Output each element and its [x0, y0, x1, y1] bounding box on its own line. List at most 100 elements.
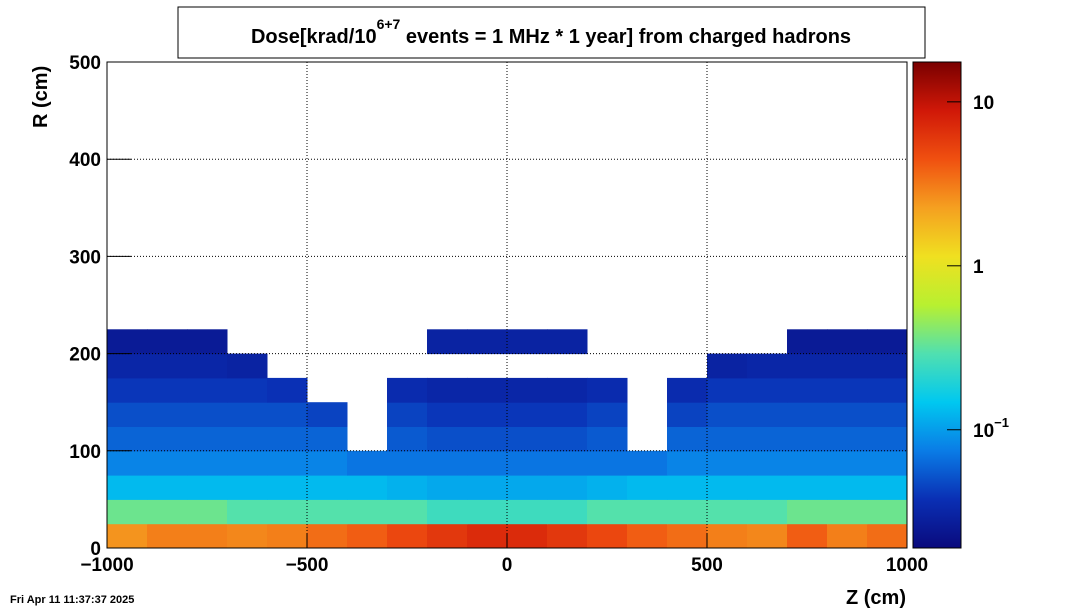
heat-cell — [827, 499, 868, 525]
heat-cell — [867, 377, 908, 403]
heat-cell — [267, 402, 308, 427]
heat-cell — [507, 426, 548, 452]
heat-cell — [107, 523, 148, 549]
heat-cell — [267, 523, 308, 549]
y-tick-label: 200 — [69, 345, 101, 366]
heat-cell — [347, 450, 388, 476]
heat-cell — [707, 402, 748, 427]
heat-cell — [307, 402, 348, 427]
z-tick-label: 10 — [973, 93, 994, 114]
heat-cell — [387, 377, 428, 403]
heat-cell — [787, 426, 828, 452]
y-tick-label: 100 — [69, 442, 101, 463]
title-box — [177, 6, 926, 59]
y-tick-label: 0 — [90, 539, 101, 560]
heat-cell — [267, 426, 308, 452]
heat-cell — [427, 523, 468, 549]
z-tick-label: 1 — [973, 257, 984, 278]
heat-cell — [587, 402, 628, 427]
heat-cell — [147, 523, 188, 549]
heat-cell — [827, 353, 868, 379]
heat-cell — [187, 450, 228, 476]
y-tick-label: 300 — [69, 247, 101, 268]
heat-cell — [187, 426, 228, 452]
heat-cell — [827, 426, 868, 452]
heat-cell — [427, 426, 468, 452]
heat-cell — [667, 377, 708, 403]
heat-cell — [227, 402, 268, 427]
heat-cell — [227, 523, 268, 549]
heat-cell — [227, 377, 268, 403]
heat-cell — [427, 475, 468, 500]
heat-cell — [707, 426, 748, 452]
heat-cell — [827, 377, 868, 403]
heat-cell — [387, 523, 428, 549]
heat-cell — [427, 377, 468, 403]
x-tick-label: 0 — [502, 555, 513, 576]
heat-cell — [587, 377, 628, 403]
heat-cell — [787, 377, 828, 403]
heat-cell — [187, 353, 228, 379]
heat-cell — [147, 475, 188, 500]
heat-cell — [467, 523, 508, 549]
heat-cell — [627, 450, 668, 476]
heat-cell — [507, 329, 548, 355]
heat-cell — [387, 426, 428, 452]
heat-cell — [147, 499, 188, 525]
heat-cell — [147, 402, 188, 427]
heat-cell — [787, 523, 828, 549]
x-tick-label: −1000 — [80, 555, 133, 576]
heat-cell — [267, 377, 308, 403]
y-axis-title: R (cm) — [30, 66, 52, 128]
heat-cell — [707, 523, 748, 549]
heat-cell — [347, 499, 388, 525]
heat-cell — [107, 475, 148, 500]
heat-cell — [667, 402, 708, 427]
timestamp: Fri Apr 11 11:37:37 2025 — [10, 594, 134, 606]
heat-cell — [787, 450, 828, 476]
heat-cell — [307, 426, 348, 452]
heat-cell — [867, 426, 908, 452]
heat-cell — [187, 523, 228, 549]
heat-cell — [867, 450, 908, 476]
heat-cell — [107, 499, 148, 525]
heat-cell — [107, 450, 148, 476]
heat-cell — [107, 329, 148, 355]
heat-cell — [747, 402, 788, 427]
heat-cell — [467, 475, 508, 500]
heat-cell — [507, 499, 548, 525]
heat-cell — [747, 499, 788, 525]
x-axis-title: Z (cm) — [846, 587, 906, 609]
heat-cell — [747, 475, 788, 500]
heat-cell — [707, 499, 748, 525]
heat-cell — [547, 402, 588, 427]
heat-cell — [547, 377, 588, 403]
heat-cell — [547, 499, 588, 525]
heat-cell — [267, 499, 308, 525]
heat-cell — [867, 523, 908, 549]
y-tick-label: 400 — [69, 150, 101, 171]
heat-cell — [827, 523, 868, 549]
heat-cell — [867, 499, 908, 525]
heat-cell — [467, 329, 508, 355]
x-tick-label: 500 — [691, 555, 723, 576]
heat-cell — [547, 450, 588, 476]
heat-cell — [147, 329, 188, 355]
heat-cell — [827, 402, 868, 427]
title-main: Dose[krad/10 — [251, 26, 377, 48]
heat-cell — [547, 329, 588, 355]
heat-cell — [747, 353, 788, 379]
heat-cell — [547, 426, 588, 452]
heat-cell — [747, 377, 788, 403]
heat-cell — [667, 426, 708, 452]
heat-cell — [547, 523, 588, 549]
heat-cell — [747, 426, 788, 452]
heat-cell — [227, 353, 268, 379]
heat-cell — [507, 450, 548, 476]
z-tick-label: 10−1 — [973, 415, 1009, 442]
heat-cell — [707, 475, 748, 500]
z-tick-base: 1 — [973, 257, 984, 278]
heat-cell — [427, 329, 468, 355]
heat-cell — [187, 329, 228, 355]
